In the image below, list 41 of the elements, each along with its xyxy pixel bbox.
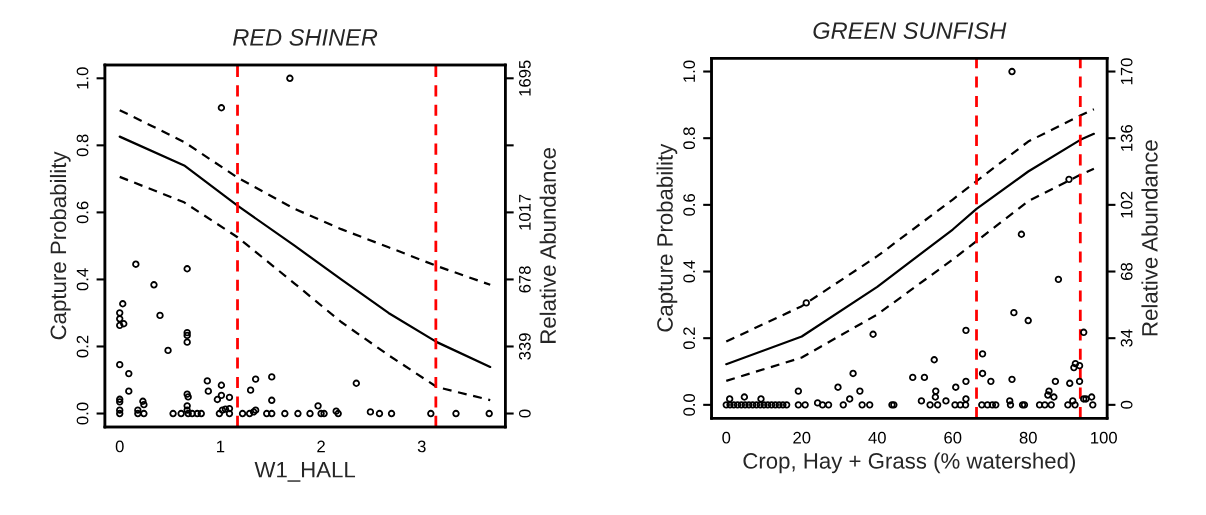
y-tick-label: 0.0 <box>683 393 696 416</box>
x-tick-label: 0 <box>115 440 124 453</box>
x-tick-label: 20 <box>793 431 811 444</box>
y-tick-label: 0.4 <box>683 260 696 283</box>
chart-title: GREEN SUNFISH <box>813 22 1007 39</box>
y-tick-label: 0.0 <box>76 402 89 425</box>
y2-tick-label: 1017 <box>518 194 531 230</box>
y2-tick-label: 0 <box>518 409 531 418</box>
y-tick-label: 0.6 <box>76 201 89 224</box>
y-axis-title: Capture Probability <box>49 151 71 340</box>
y2-tick-label: 170 <box>1120 58 1133 85</box>
y-tick-label: 0.2 <box>76 335 89 358</box>
y-axis-title: Capture Probability <box>656 143 678 332</box>
x-axis-title: W1_HALL <box>254 462 356 482</box>
y2-axis-title: Relative Abundance <box>539 148 556 343</box>
y2-tick-label: 678 <box>518 266 531 293</box>
y-tick-label: 1.0 <box>683 60 696 82</box>
y2-tick-label: 68 <box>1120 262 1133 280</box>
x-tick-label: 2 <box>317 440 325 453</box>
x-tick-label: 1 <box>217 440 225 453</box>
chart-title: RED SHINER <box>233 28 378 46</box>
y-tick-label: 0.2 <box>683 327 696 350</box>
x-tick-label: 3 <box>417 440 426 453</box>
y2-tick-label: 1695 <box>518 60 531 96</box>
x-tick-label: 80 <box>1019 431 1037 444</box>
y-tick-label: 0.4 <box>76 268 89 291</box>
y2-tick-label: 339 <box>518 333 531 360</box>
x-tick-label: 40 <box>868 431 886 444</box>
y2-tick-label: 34 <box>1120 329 1133 347</box>
x-axis-title: Crop, Hay + Grass (% watershed) <box>743 452 1075 474</box>
y2-tick-label: 136 <box>1120 125 1133 151</box>
y2-axis-title: Relative Abundance <box>1141 140 1158 336</box>
x-tick-label: 60 <box>944 431 962 444</box>
y-tick-label: 1.0 <box>76 67 89 89</box>
y2-tick-label: 102 <box>1120 191 1133 218</box>
y-tick-label: 0.8 <box>683 127 696 150</box>
x-tick-label: 100 <box>1091 431 1117 444</box>
y2-tick-label: 0 <box>1120 400 1133 409</box>
y-tick-label: 0.6 <box>683 194 696 216</box>
y-tick-label: 0.8 <box>76 134 89 157</box>
x-tick-label: 0 <box>722 431 731 444</box>
